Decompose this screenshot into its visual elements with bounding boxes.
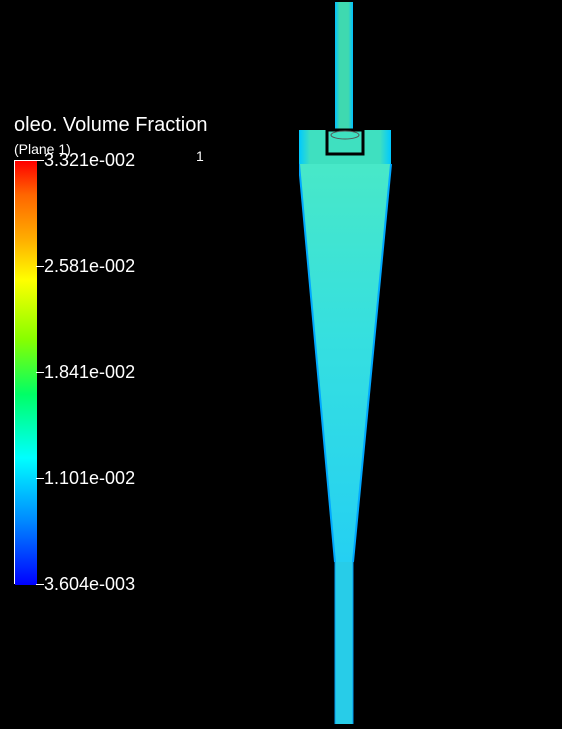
inlet-pipe: [335, 2, 353, 136]
colorbar-tick-label: 3.321e-002: [44, 150, 135, 171]
colorbar-tick-label: 3.604e-003: [44, 574, 135, 595]
cone-body: [299, 164, 391, 562]
colorbar: 3.321e-0022.581e-0021.841e-0021.101e-002…: [14, 160, 204, 584]
colorbar-tick-mark: [36, 266, 44, 267]
top-chamber: [299, 130, 391, 164]
cfd-svg: [299, 2, 409, 724]
colorbar-tick-mark: [36, 372, 44, 373]
colorbar-tick-mark: [36, 478, 44, 479]
colorbar-tick-label: 1.101e-002: [44, 468, 135, 489]
annotation-marker: 1: [196, 148, 204, 164]
title-main: oleo. Volume Fraction: [14, 114, 207, 137]
colorbar-gradient: [14, 160, 36, 584]
underflow-pipe: [335, 562, 353, 724]
colorbar-tick-mark: [36, 160, 44, 161]
colorbar-svg: [15, 161, 37, 585]
colorbar-tick-mark: [36, 584, 44, 585]
colorbar-tick-label: 2.581e-002: [44, 256, 135, 277]
colorbar-tick-label: 1.841e-002: [44, 362, 135, 383]
cfd-contour: [299, 2, 409, 720]
